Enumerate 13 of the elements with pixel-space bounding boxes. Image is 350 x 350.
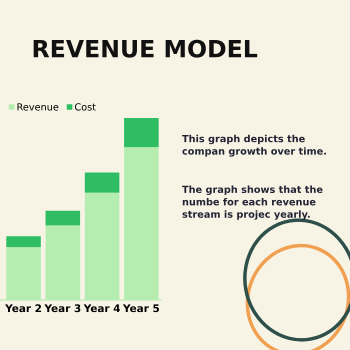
legend-label: Cost — [74, 103, 96, 111]
x-tick-label: Year 5 — [122, 304, 159, 312]
text: The graph shows that the numbe for each revenue stream is projec yearly. — [182, 186, 323, 220]
bar — [84, 172, 120, 193]
x-tick-label: Year 2 — [5, 304, 42, 312]
bar — [46, 210, 80, 226]
chart-title: REVENUE MODEL — [34, 40, 258, 58]
bar — [124, 118, 159, 148]
text: This graph depicts the compan growth over time. — [182, 134, 326, 157]
x-tick-label: Year 3 — [44, 304, 80, 312]
legend-label: Revenue — [17, 103, 58, 111]
x-tick-label: Year 4 — [84, 304, 120, 312]
bar — [6, 236, 41, 248]
